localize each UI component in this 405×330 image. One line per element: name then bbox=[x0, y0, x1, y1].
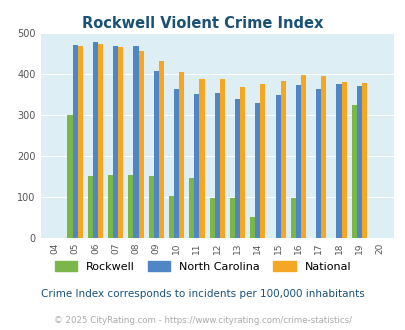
Text: Rockwell Violent Crime Index: Rockwell Violent Crime Index bbox=[82, 16, 323, 31]
Bar bbox=[87, 176, 93, 238]
Bar bbox=[356, 86, 361, 238]
Bar bbox=[158, 61, 164, 238]
Bar bbox=[67, 115, 72, 238]
Bar bbox=[260, 84, 265, 238]
Bar bbox=[77, 46, 83, 238]
Bar bbox=[351, 105, 356, 238]
Bar bbox=[113, 46, 118, 238]
Bar bbox=[219, 79, 224, 238]
Bar bbox=[148, 176, 153, 238]
Bar bbox=[153, 72, 158, 238]
Bar bbox=[174, 89, 179, 238]
Bar bbox=[72, 45, 77, 238]
Bar bbox=[168, 196, 174, 238]
Bar bbox=[98, 44, 103, 238]
Bar bbox=[194, 94, 199, 238]
Bar bbox=[229, 198, 234, 238]
Bar bbox=[336, 84, 341, 238]
Bar bbox=[189, 178, 194, 238]
Bar bbox=[320, 76, 326, 238]
Bar bbox=[93, 42, 98, 238]
Bar bbox=[280, 81, 285, 238]
Bar bbox=[300, 75, 305, 238]
Bar bbox=[290, 198, 295, 238]
Bar bbox=[209, 198, 214, 238]
Text: © 2025 CityRating.com - https://www.cityrating.com/crime-statistics/: © 2025 CityRating.com - https://www.city… bbox=[54, 315, 351, 325]
Bar bbox=[341, 82, 346, 238]
Bar bbox=[361, 82, 366, 238]
Bar bbox=[239, 87, 245, 238]
Bar bbox=[138, 51, 143, 238]
Bar bbox=[133, 46, 138, 238]
Bar bbox=[249, 217, 255, 238]
Bar bbox=[295, 85, 300, 238]
Bar bbox=[199, 79, 204, 238]
Bar bbox=[234, 99, 239, 238]
Bar bbox=[315, 89, 320, 238]
Bar bbox=[118, 47, 123, 238]
Legend: Rockwell, North Carolina, National: Rockwell, North Carolina, National bbox=[50, 256, 355, 276]
Bar bbox=[179, 72, 184, 238]
Bar bbox=[214, 93, 219, 238]
Bar bbox=[255, 103, 260, 238]
Bar bbox=[108, 175, 113, 238]
Text: Crime Index corresponds to incidents per 100,000 inhabitants: Crime Index corresponds to incidents per… bbox=[41, 289, 364, 299]
Bar bbox=[275, 95, 280, 238]
Bar bbox=[128, 175, 133, 238]
